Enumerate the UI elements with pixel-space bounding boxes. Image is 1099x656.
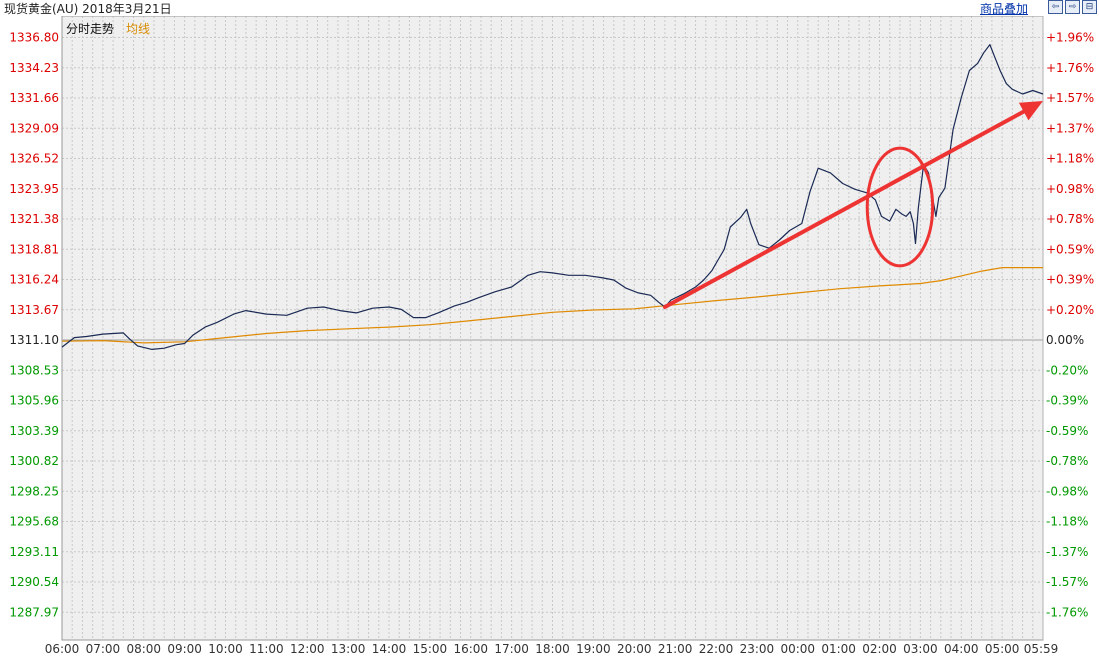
legend-price-label: 分时走势 xyxy=(66,22,115,36)
x-tick-label: 01:00 xyxy=(821,642,856,656)
x-tick-label: 09:00 xyxy=(167,642,202,656)
y-tick-left: 1336.80 xyxy=(9,31,59,45)
y-tick-right: +1.18% xyxy=(1046,152,1094,166)
y-tick-right: 0.00% xyxy=(1046,333,1084,347)
y-tick-left: 1305.96 xyxy=(9,394,59,408)
y-tick-left: 1295.68 xyxy=(9,515,59,529)
y-tick-left: 1334.23 xyxy=(9,61,59,75)
y-tick-right: -0.59% xyxy=(1046,424,1088,438)
y-tick-left: 1293.11 xyxy=(9,545,59,559)
y-tick-left: 1287.97 xyxy=(9,605,59,619)
y-tick-right: +0.59% xyxy=(1046,242,1094,256)
y-tick-left: 1329.09 xyxy=(9,121,59,135)
y-tick-left: 1331.66 xyxy=(9,91,59,105)
legend-avg-label: 均线 xyxy=(126,22,151,36)
x-tick-label: 16:00 xyxy=(453,642,488,656)
commodity-overlay-link[interactable]: 商品叠加 xyxy=(980,2,1029,16)
y-tick-right: +1.37% xyxy=(1046,121,1094,135)
y-tick-right: +0.20% xyxy=(1046,303,1094,317)
x-tick-label: 07:00 xyxy=(86,642,121,656)
prev-button[interactable]: ⇦ xyxy=(1048,0,1063,14)
y-tick-right: -1.18% xyxy=(1046,515,1088,529)
y-tick-right: +0.78% xyxy=(1046,212,1094,226)
y-tick-left: 1318.81 xyxy=(9,242,59,256)
next-button[interactable]: ⇨ xyxy=(1065,0,1080,14)
x-tick-label: 12:00 xyxy=(290,642,325,656)
x-tick-label: 20:00 xyxy=(617,642,652,656)
annotation-arrow-head xyxy=(1018,101,1043,121)
x-tick-label: 03:00 xyxy=(903,642,938,656)
x-tick-label: 11:00 xyxy=(249,642,284,656)
y-tick-right: +0.39% xyxy=(1046,273,1094,287)
x-tick-label: 14:00 xyxy=(372,642,407,656)
avg-line xyxy=(61,267,1043,344)
x-tick-label: 02:00 xyxy=(862,642,897,656)
y-tick-left: 1323.95 xyxy=(9,182,59,196)
annotation-arrow-shaft xyxy=(662,109,1026,310)
chart-header: 现货黄金(AU) 2018年3月21日 商品叠加 ⇦ ⇨ ⊟ xyxy=(0,0,1099,16)
y-tick-left: 1298.25 xyxy=(9,484,59,498)
y-tick-right: +1.57% xyxy=(1046,91,1094,105)
y-tick-left: 1316.24 xyxy=(9,273,59,287)
y-tick-right: -1.57% xyxy=(1046,575,1088,589)
y-tick-right: -0.39% xyxy=(1046,394,1088,408)
x-tick-label: 15:00 xyxy=(413,642,448,656)
chart-title: 现货黄金(AU) 2018年3月21日 xyxy=(4,2,172,16)
y-tick-right: +1.76% xyxy=(1046,61,1094,75)
y-tick-left: 1290.54 xyxy=(9,575,59,589)
y-tick-right: -1.37% xyxy=(1046,545,1088,559)
x-tick-label: 19:00 xyxy=(576,642,611,656)
y-tick-right: +1.96% xyxy=(1046,31,1094,45)
x-tick-label: 05:59 xyxy=(1024,642,1059,656)
y-tick-left: 1303.39 xyxy=(9,424,59,438)
fullscreen-button[interactable]: ⊟ xyxy=(1082,0,1097,14)
y-tick-left: 1326.52 xyxy=(9,152,59,166)
x-tick-label: 04:00 xyxy=(944,642,979,656)
x-tick-label: 22:00 xyxy=(699,642,734,656)
x-tick-label: 13:00 xyxy=(331,642,366,656)
x-tick-label: 10:00 xyxy=(208,642,243,656)
y-tick-right: -1.76% xyxy=(1046,605,1088,619)
x-tick-label: 06:00 xyxy=(45,642,80,656)
y-tick-left: 1321.38 xyxy=(9,212,59,226)
x-tick-label: 08:00 xyxy=(126,642,161,656)
y-tick-left: 1308.53 xyxy=(9,363,59,377)
y-tick-right: -0.20% xyxy=(1046,363,1088,377)
y-tick-left: 1300.82 xyxy=(9,454,59,468)
y-tick-left: 1313.67 xyxy=(9,303,59,317)
annotation-circle xyxy=(865,146,935,268)
x-tick-label: 18:00 xyxy=(535,642,570,656)
y-tick-right: -0.98% xyxy=(1046,484,1088,498)
x-tick-label: 21:00 xyxy=(658,642,693,656)
x-tick-label: 00:00 xyxy=(780,642,815,656)
x-tick-label: 23:00 xyxy=(740,642,775,656)
x-tick-label: 17:00 xyxy=(494,642,529,656)
y-tick-left: 1311.10 xyxy=(9,333,59,347)
y-tick-right: -0.78% xyxy=(1046,454,1088,468)
x-tick-label: 05:00 xyxy=(985,642,1020,656)
y-tick-right: +0.98% xyxy=(1046,182,1094,196)
